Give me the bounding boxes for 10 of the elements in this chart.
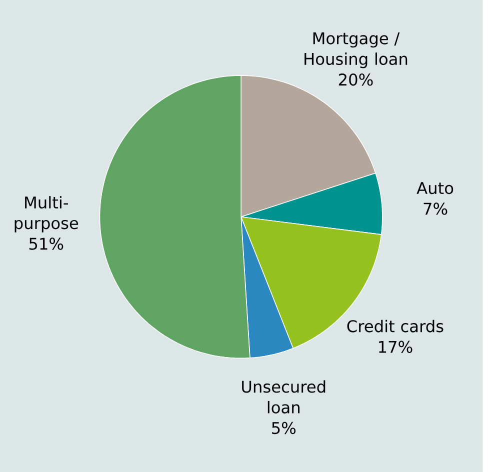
slice-label: Multi-purpose (14, 196, 78, 232)
slice-label: Mortgage / Housing loan (304, 32, 408, 68)
data-label: 17% (379, 340, 412, 353)
slice-label: Unsecured loan (242, 380, 326, 414)
data-label: 7% (424, 202, 448, 215)
data-label: 20% (338, 73, 373, 86)
data-label: 5% (272, 422, 296, 434)
slice-label: Auto (416, 182, 454, 194)
slice-label: Credit cards (347, 320, 444, 332)
data-label: 51% (29, 237, 64, 250)
